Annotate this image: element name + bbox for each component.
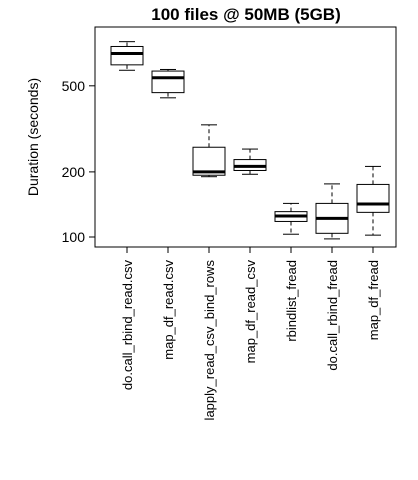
y-axis: 100 200 500 [62,78,95,245]
x-category-label: map_df_read_csv [243,260,258,364]
box-iqr [356,183,390,213]
box-3 [192,124,226,178]
boxes-group [110,41,390,240]
x-category-label: map_df_read.csv [161,260,176,360]
x-category-label: do.call_rbind_fread [325,260,340,371]
y-tick-label: 200 [62,164,86,180]
plot-frame [94,26,397,248]
y-tick-label: 500 [62,78,86,94]
x-category-label: lapply_read_csv_bind_rows [202,260,217,421]
box-6 [315,183,349,240]
chart-title: 100 files @ 50MB (5GB) [151,5,340,24]
x-category-label: map_df_fread [366,260,381,340]
y-tick-label: 100 [62,229,86,245]
box-5 [274,202,308,235]
box-iqr [151,70,185,94]
box-1 [110,41,144,71]
y-axis-title: Duration (seconds) [25,78,41,196]
box-iqr [110,45,144,66]
x-category-label: rbindlist_fread [284,260,299,342]
box-4 [233,148,267,175]
box-2 [151,68,185,99]
box-7 [356,165,390,236]
x-axis-labels: do.call_rbind_read.csv map_df_read.csv lap… [120,247,381,420]
x-category-label: do.call_rbind_read.csv [120,260,135,391]
